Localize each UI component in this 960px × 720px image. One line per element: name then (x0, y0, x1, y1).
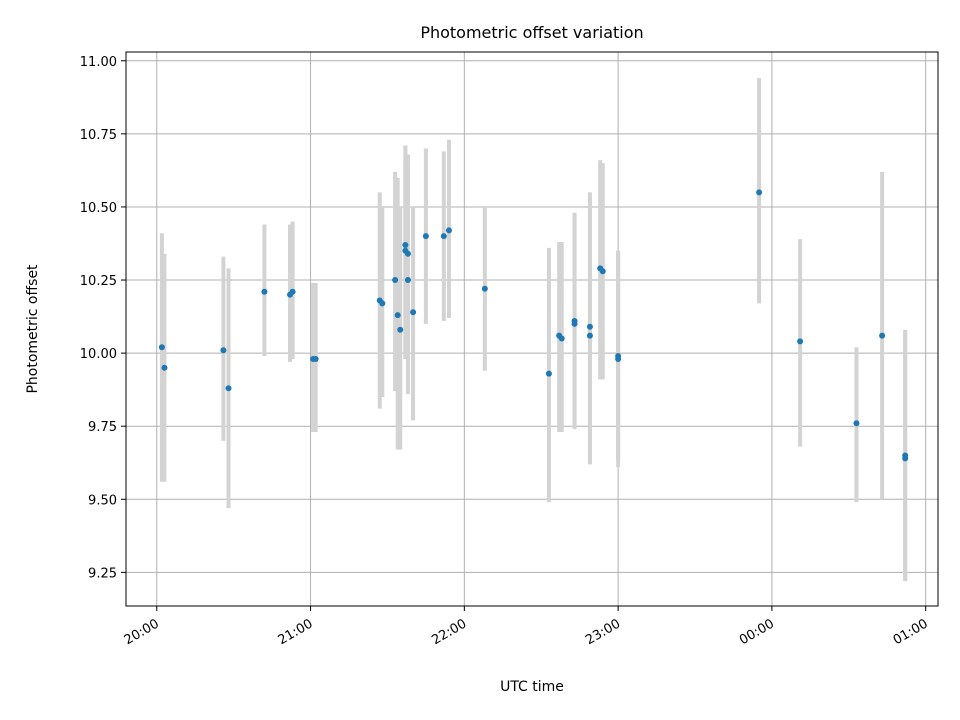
y-tick-label: 10.25 (80, 274, 117, 289)
data-point (410, 309, 417, 316)
chart-title: Photometric offset variation (420, 23, 643, 42)
data-point (402, 241, 409, 248)
y-tick-label: 9.25 (88, 566, 117, 581)
data-point (404, 250, 411, 257)
data-point (615, 355, 622, 362)
data-point (261, 288, 268, 295)
data-point (586, 323, 593, 330)
y-tick-label: 11.00 (80, 55, 117, 70)
grid (126, 52, 938, 606)
data-point (853, 420, 860, 427)
y-tick-label: 9.50 (88, 493, 117, 508)
data-point (289, 288, 296, 295)
data-point (225, 385, 232, 392)
x-axis-label: UTC time (500, 679, 564, 695)
data-point (379, 300, 386, 307)
data-point (220, 347, 227, 354)
data-point (902, 455, 909, 462)
plot-frame (125, 51, 939, 607)
data-point (481, 285, 488, 292)
data-point (545, 370, 552, 377)
y-tick-label: 10.00 (80, 347, 117, 362)
data-point (797, 338, 804, 345)
data-point (879, 332, 886, 339)
data-point (571, 320, 578, 327)
data-point (586, 332, 593, 339)
data-point (158, 344, 165, 351)
y-tick-label: 9.75 (88, 420, 117, 435)
data-point (445, 227, 452, 234)
data-point (161, 364, 168, 371)
y-axis-label: Photometric offset (25, 264, 41, 394)
data-point (394, 312, 401, 319)
y-axis-ticks: 9.25 9.50 9.75 10.00 10.25 10.50 10.75 11.00 (80, 55, 126, 581)
data-point (404, 277, 411, 284)
data-point (756, 189, 763, 196)
data-point (422, 233, 429, 240)
y-tick-label: 10.75 (80, 128, 117, 143)
data-point (599, 268, 606, 275)
data-point (392, 277, 399, 284)
y-tick-label: 10.50 (80, 201, 117, 216)
data-points (158, 189, 909, 462)
data-point (397, 326, 404, 333)
data-point (312, 355, 319, 362)
data-point (440, 233, 447, 240)
data-point (558, 335, 565, 342)
